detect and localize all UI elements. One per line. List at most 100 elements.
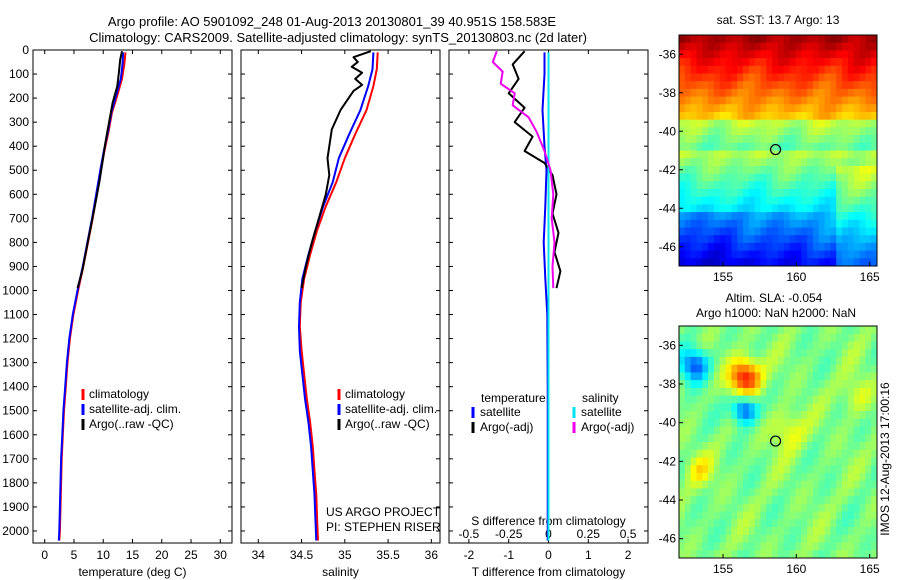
map-cell	[731, 503, 738, 512]
map-cell	[847, 219, 855, 228]
map-cell	[684, 488, 692, 497]
map-cell	[871, 73, 878, 82]
map-cell	[789, 480, 796, 489]
map-cell	[812, 58, 820, 67]
map-cell	[847, 442, 855, 451]
map-cell	[801, 472, 808, 482]
map-cell	[702, 158, 709, 167]
map-cell	[702, 472, 709, 482]
map-cell	[818, 73, 825, 82]
map-cell	[801, 426, 808, 435]
map-cell	[772, 235, 779, 244]
map-cell	[702, 341, 709, 350]
map-cell	[789, 465, 796, 474]
map-cell	[679, 173, 686, 182]
map-cell	[684, 480, 692, 489]
map-cell	[702, 434, 709, 443]
map-cell	[766, 503, 773, 512]
map-cell	[836, 380, 843, 389]
map-cell	[871, 150, 878, 159]
map-cell	[778, 527, 785, 536]
map-cell	[853, 196, 860, 205]
x2-tick-label: -0.25	[495, 527, 523, 541]
map-cell	[836, 212, 843, 221]
map-cell	[737, 418, 744, 427]
map-cell	[690, 503, 697, 512]
map-cell	[772, 42, 779, 51]
map-cell	[731, 442, 738, 451]
map-cell	[871, 387, 878, 396]
map-cell	[690, 356, 697, 366]
y-tick-label: 800	[9, 235, 29, 249]
map-cell	[713, 104, 721, 113]
map-cell	[696, 395, 703, 404]
map-cell	[690, 333, 697, 342]
map-cell	[853, 534, 860, 543]
map-cell	[731, 81, 738, 90]
map-cell	[679, 349, 686, 358]
map-cell	[824, 333, 831, 342]
map-cell	[772, 341, 779, 350]
map-cell	[853, 35, 860, 44]
map-cell	[702, 135, 709, 144]
map-cell	[737, 326, 744, 335]
map-cell	[702, 333, 709, 342]
map-cell	[725, 135, 732, 144]
map-cell	[818, 81, 825, 90]
map-cell	[865, 219, 872, 228]
map-cell	[853, 65, 860, 74]
map-cell	[690, 426, 697, 435]
map-cell	[737, 219, 744, 228]
x-tick-label: 25	[184, 548, 198, 562]
map-cell	[842, 104, 849, 113]
map-cell	[748, 411, 756, 420]
map-cell	[789, 81, 796, 90]
map-cell	[702, 349, 709, 358]
map-cell	[713, 242, 721, 251]
map-cell	[684, 235, 692, 244]
map-cell	[731, 550, 738, 559]
map-cell	[708, 372, 715, 381]
map-cell	[684, 181, 692, 190]
map-cell	[871, 426, 878, 435]
map-cell	[818, 204, 825, 213]
map-cell	[778, 73, 785, 82]
map-cell	[748, 480, 756, 489]
map-cell	[708, 235, 715, 244]
map-cell	[801, 65, 808, 74]
map-cell	[783, 472, 791, 482]
map-cell	[836, 387, 843, 396]
map-cell	[812, 457, 820, 466]
map-cell	[719, 204, 726, 213]
map-cell	[743, 542, 750, 551]
map-cell	[696, 35, 703, 44]
map-cell	[748, 250, 756, 259]
map-cell	[830, 250, 837, 259]
map-cell	[719, 519, 726, 528]
map-cell	[778, 42, 785, 51]
map-cell	[737, 341, 744, 350]
map-cell	[789, 542, 796, 551]
map-cell	[836, 326, 843, 335]
map-cell	[783, 395, 791, 404]
map-cell	[719, 250, 726, 259]
map-cell	[684, 212, 692, 221]
map-cell	[842, 227, 849, 236]
map-cell	[830, 542, 837, 551]
map-cell	[778, 227, 785, 236]
map-cell	[708, 403, 715, 412]
map-cell	[836, 119, 843, 128]
map-cell	[818, 258, 825, 267]
map-cell	[807, 472, 814, 482]
map-cell	[725, 372, 732, 381]
map-cell	[795, 119, 802, 128]
map-cell	[818, 349, 825, 358]
map-cell	[836, 534, 843, 543]
map-cell	[853, 112, 860, 121]
map-cell	[737, 58, 744, 67]
map-cell	[789, 196, 796, 205]
map-cell	[743, 142, 750, 151]
map-cell	[795, 503, 802, 512]
map-cell	[725, 227, 732, 236]
